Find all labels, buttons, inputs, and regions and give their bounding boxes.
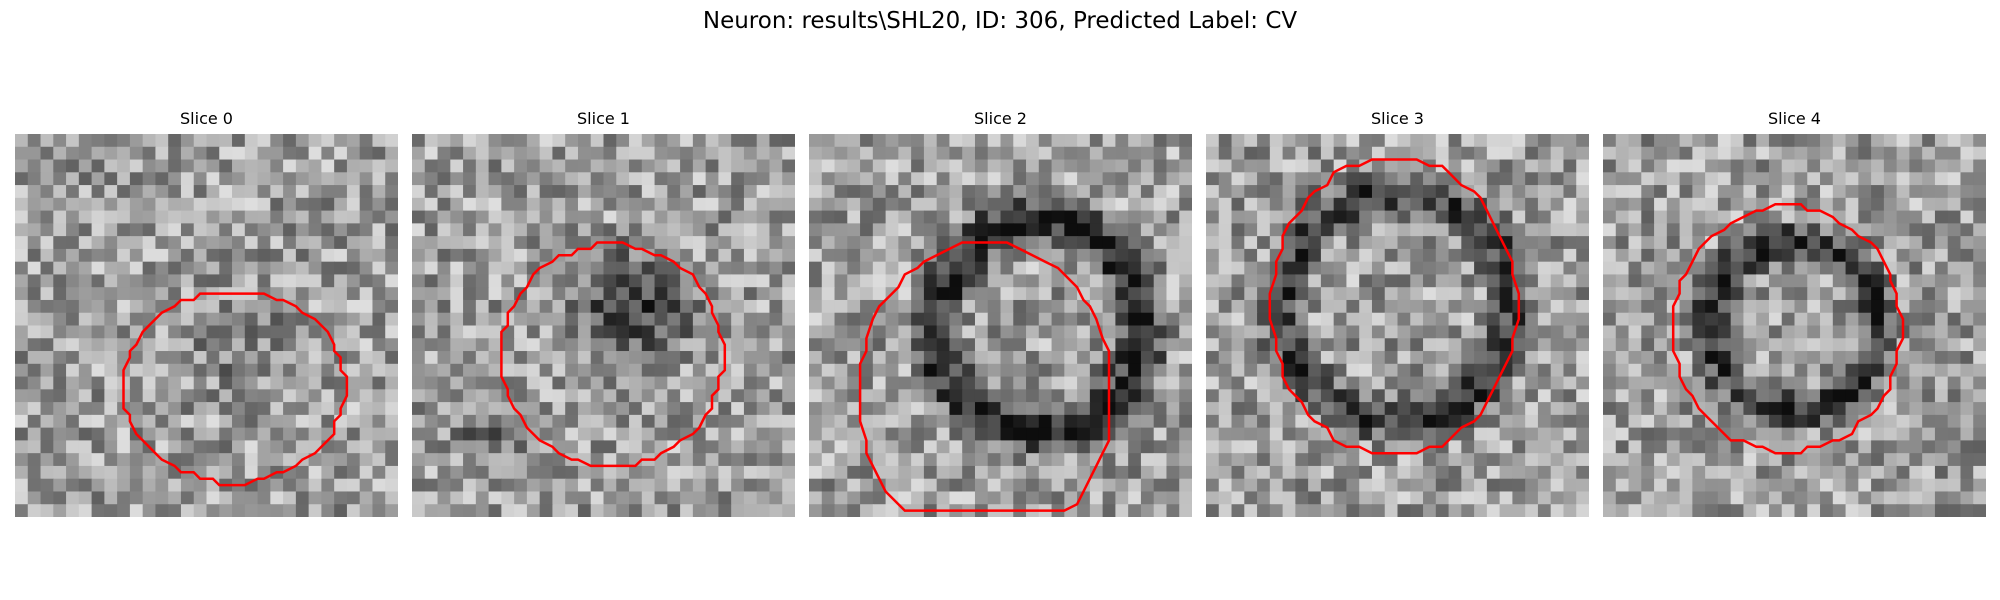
slice-panel-4: Slice 4 — [1603, 108, 1986, 517]
slice-image-3 — [1206, 134, 1589, 517]
pixel-grid — [1206, 134, 1589, 517]
slice-panel-1: Slice 1 — [412, 108, 795, 517]
slice-title-3: Slice 3 — [1371, 109, 1424, 128]
slice-panel-3: Slice 3 — [1206, 108, 1589, 517]
slice-image-2 — [809, 134, 1192, 517]
pixel-grid — [412, 134, 795, 517]
slice-title-4: Slice 4 — [1768, 109, 1821, 128]
slice-panel-2: Slice 2 — [809, 108, 1192, 517]
slice-panel-0: Slice 0 — [15, 108, 398, 517]
pixel-grid — [1603, 134, 1986, 517]
segmentation-contour — [1268, 158, 1521, 455]
slice-image-0 — [15, 134, 398, 517]
slice-image-1 — [412, 134, 795, 517]
segmentation-contour — [500, 241, 727, 468]
slice-title-2: Slice 2 — [974, 109, 1027, 128]
slice-title-1: Slice 1 — [577, 109, 630, 128]
segmentation-contour — [858, 241, 1111, 512]
pixel-grid — [809, 134, 1192, 517]
segmentation-contour — [122, 292, 349, 487]
slice-image-4 — [1603, 134, 1986, 517]
slice-title-0: Slice 0 — [180, 109, 233, 128]
pixel-grid — [15, 134, 398, 517]
figure-title: Neuron: results\SHL20, ID: 306, Predicte… — [702, 8, 1298, 34]
segmentation-contour — [1671, 202, 1905, 455]
